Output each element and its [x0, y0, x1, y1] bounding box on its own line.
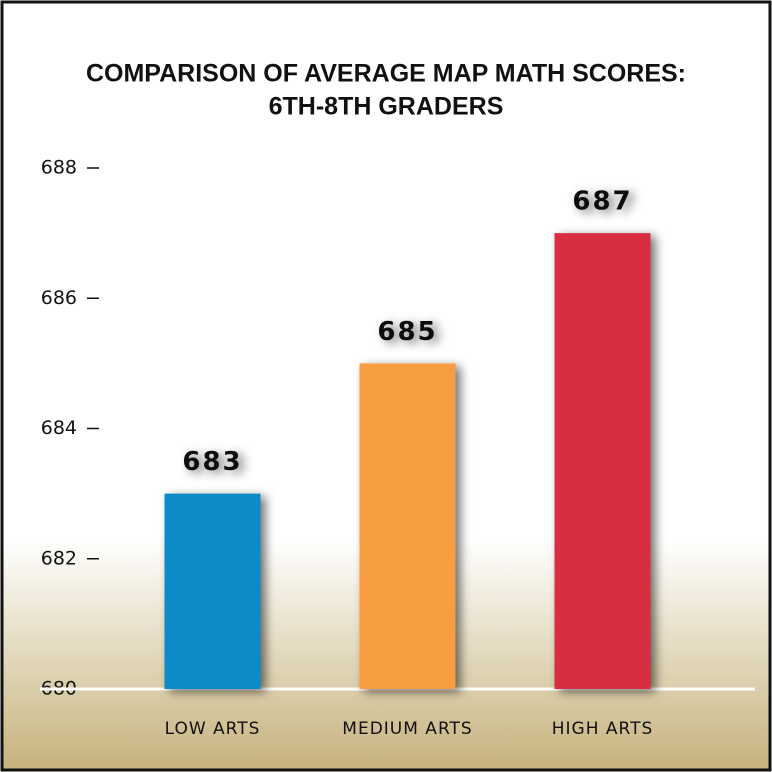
y-tick-label: 688: [41, 157, 77, 179]
data-label: 683: [182, 447, 242, 477]
chart-title: 6TH-8TH GRADERS: [269, 93, 504, 121]
y-tick-label: 686: [41, 287, 77, 309]
bar: [164, 493, 261, 689]
data-label: 687: [572, 187, 632, 217]
y-tick-label: 682: [41, 547, 77, 569]
data-label: 685: [377, 317, 437, 347]
bar: [359, 363, 456, 689]
x-tick-label: MEDIUM ARTS: [342, 719, 472, 739]
x-tick-label: HIGH ARTS: [552, 719, 654, 739]
y-tick-label: 684: [41, 417, 77, 439]
x-tick-label: LOW ARTS: [165, 719, 261, 739]
chart-title: COMPARISON OF AVERAGE MAP MATH SCORES:: [86, 60, 686, 88]
bar: [554, 233, 651, 689]
